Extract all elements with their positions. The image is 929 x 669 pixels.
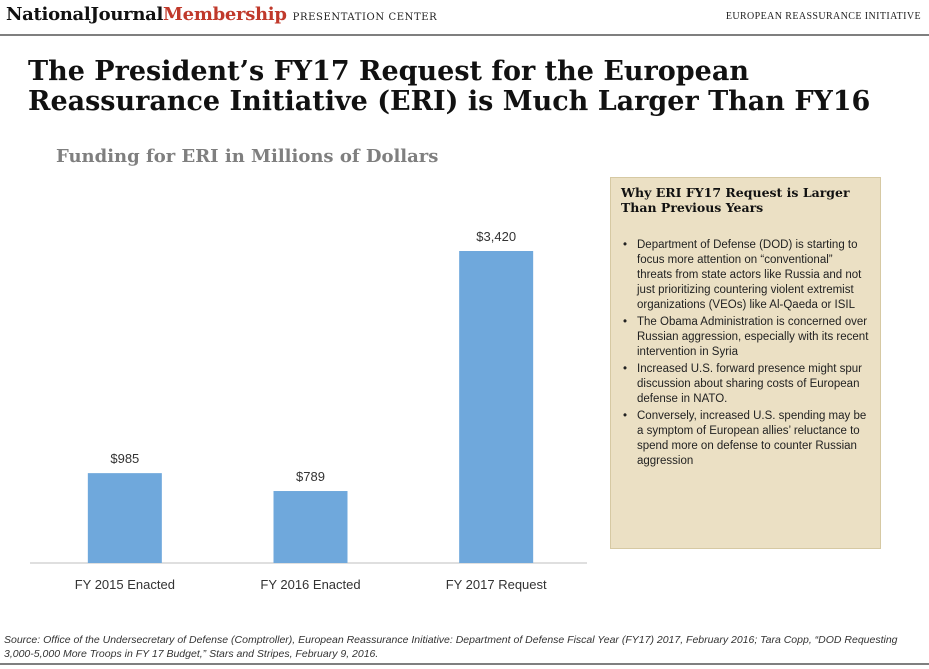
bar-1	[87, 473, 162, 563]
bar-3	[459, 251, 534, 563]
logo-primary: NationalJournal	[6, 4, 164, 25]
header-divider	[0, 34, 929, 36]
reason-item: Department of Defense (DOD) is starting …	[621, 238, 870, 313]
reasons-title: Why ERI FY17 Request is Larger Than Prev…	[621, 185, 850, 215]
footer-divider	[0, 663, 929, 665]
category-label: FY 2015 Enacted	[75, 577, 175, 592]
logo-secondary: Membership	[163, 4, 287, 25]
section-label: PRESENTATION CENTER	[292, 12, 438, 23]
topic-label: EUROPEAN REASSURANCE INITIATIVE	[725, 11, 921, 22]
bar-2	[273, 491, 348, 563]
reasons-list: Department of Defense (DOD) is starting …	[621, 238, 870, 469]
category-label: FY 2016 Enacted	[260, 577, 360, 592]
reason-item: Conversely, increased U.S. spending may …	[621, 409, 870, 469]
bar-value-label: $985	[110, 451, 139, 466]
reason-item: The Obama Administration is concerned ov…	[621, 315, 870, 360]
national-journal-logo[interactable]: NationalJournalMembership PRESENTATION CE…	[6, 4, 437, 25]
reason-item: Increased U.S. forward presence might sp…	[621, 362, 870, 407]
source-citation: Source: Office of the Undersecretary of …	[4, 634, 898, 660]
bar-value-label: $789	[296, 469, 325, 484]
header-bar: NationalJournalMembership PRESENTATION CE…	[0, 0, 929, 34]
bar-value-label: $3,420	[476, 229, 516, 244]
reasons-panel: Why ERI FY17 Request is Larger Than Prev…	[610, 177, 881, 549]
category-label: FY 2017 Request	[446, 577, 547, 592]
slide-title: The President’s FY17 Request for the Eur…	[28, 56, 871, 117]
chart-title: Funding for ERI in Millions of Dollars	[56, 146, 439, 167]
